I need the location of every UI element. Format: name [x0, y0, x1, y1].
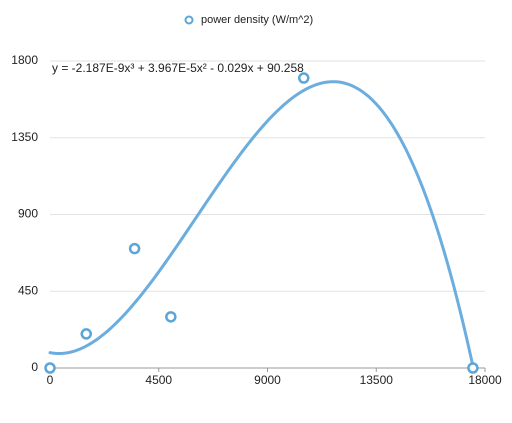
x-tick-label: 4500	[145, 373, 172, 387]
y-tick-label: 1800	[11, 53, 38, 67]
legend-label: power density (W/m^2)	[201, 14, 313, 26]
y-tick-label: 1350	[11, 130, 38, 144]
x-tick-label: 9000	[254, 373, 281, 387]
trendline-equation: y = -2.187E-9x³ + 3.967E-5x² - 0.029x + …	[52, 61, 304, 75]
point	[165, 311, 177, 323]
trendline	[48, 80, 475, 368]
point	[44, 362, 56, 374]
point	[128, 242, 141, 255]
x-tick-label: 18000	[468, 373, 502, 387]
point	[467, 362, 479, 374]
legend-marker	[184, 15, 194, 25]
x-tick-label: 0	[47, 373, 54, 387]
y-tick-label: 900	[18, 207, 38, 221]
y-tick-label: 450	[18, 283, 38, 297]
y-tick-label: 0	[31, 360, 38, 374]
x-tick-label: 13500	[360, 373, 394, 387]
point	[80, 328, 92, 340]
point	[298, 72, 310, 84]
